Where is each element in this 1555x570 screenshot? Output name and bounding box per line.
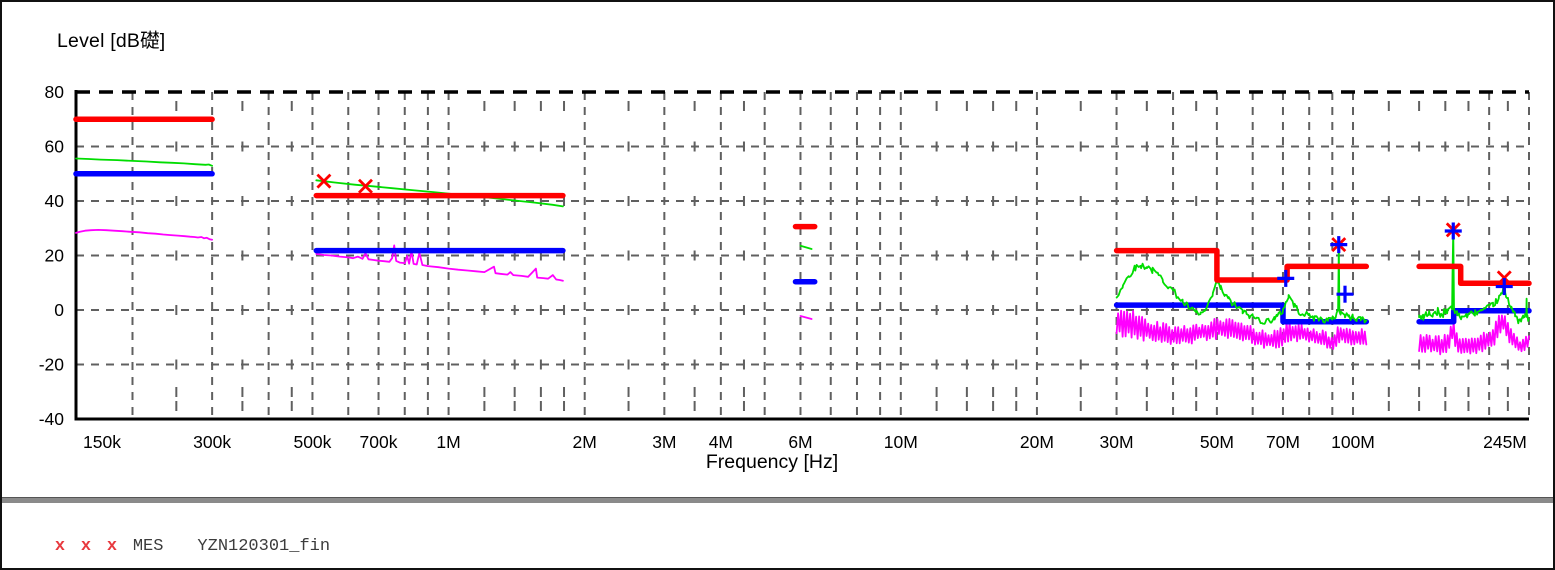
legend-trace-marker-3: x: [106, 537, 118, 556]
x-tick-label: 100M: [1331, 432, 1375, 452]
series-limit-red-qp: [73, 116, 1532, 287]
x-axis-title: Frequency [Hz]: [705, 451, 839, 473]
x-tick-label: 10M: [884, 432, 918, 452]
measurement-markers: [316, 173, 1513, 303]
x-tick-label: 1M: [436, 432, 460, 452]
x-tick-label: 245M: [1483, 432, 1527, 452]
y-tick-label: 80: [45, 82, 65, 102]
y-tick-label: 40: [45, 191, 65, 211]
x-tick-label: 4M: [709, 432, 733, 452]
x-tick-label: 300k: [193, 432, 231, 452]
gridlines: [76, 92, 1530, 419]
axes: [74, 90, 1529, 421]
x-tick-label: 2M: [573, 432, 597, 452]
legend-row: x x x MES YZN120301_fin: [14, 518, 331, 568]
x-tick-label: 70M: [1266, 432, 1300, 452]
legend-trace-marker-2: x: [80, 537, 92, 556]
y-tick-label: -40: [39, 409, 65, 429]
x-tick-label: 30M: [1100, 432, 1134, 452]
y-tick-label: 60: [45, 137, 65, 157]
axis-tick-labels: 80 60 40 20 0 -20 -40 150k 300k 500k 700k 1M 2M 3M 4M 6…: [39, 82, 1527, 452]
emc-level-chart: 80 60 40 20 0 -20 -40 150k 300k 500k 700k 1M 2M 3M 4M 6…: [39, 82, 1532, 452]
x-tick-label: 150k: [83, 432, 121, 452]
x-tick-label: 500k: [293, 432, 331, 452]
legend-divider-line: [2, 497, 1553, 503]
y-tick-label: 0: [54, 300, 64, 320]
x-tick-label: 3M: [652, 432, 676, 452]
legend-trace-marker-1: x: [54, 537, 66, 556]
y-tick-label: -20: [39, 355, 65, 375]
y-axis-title: Level [dB礎]: [57, 30, 166, 52]
x-tick-label: 50M: [1200, 432, 1234, 452]
series-trace-magenta: [75, 228, 1530, 356]
x-tick-label: 700k: [360, 432, 398, 452]
series-trace-green: [75, 157, 1530, 325]
x-tick-label: 20M: [1020, 432, 1054, 452]
series-limit-blue-avg: [73, 171, 1532, 325]
legend-series-name: MES: [132, 537, 164, 556]
x-tick-label: 6M: [788, 432, 812, 452]
legend-file-name: YZN120301_fin: [197, 537, 331, 556]
y-tick-label: 20: [45, 246, 65, 266]
